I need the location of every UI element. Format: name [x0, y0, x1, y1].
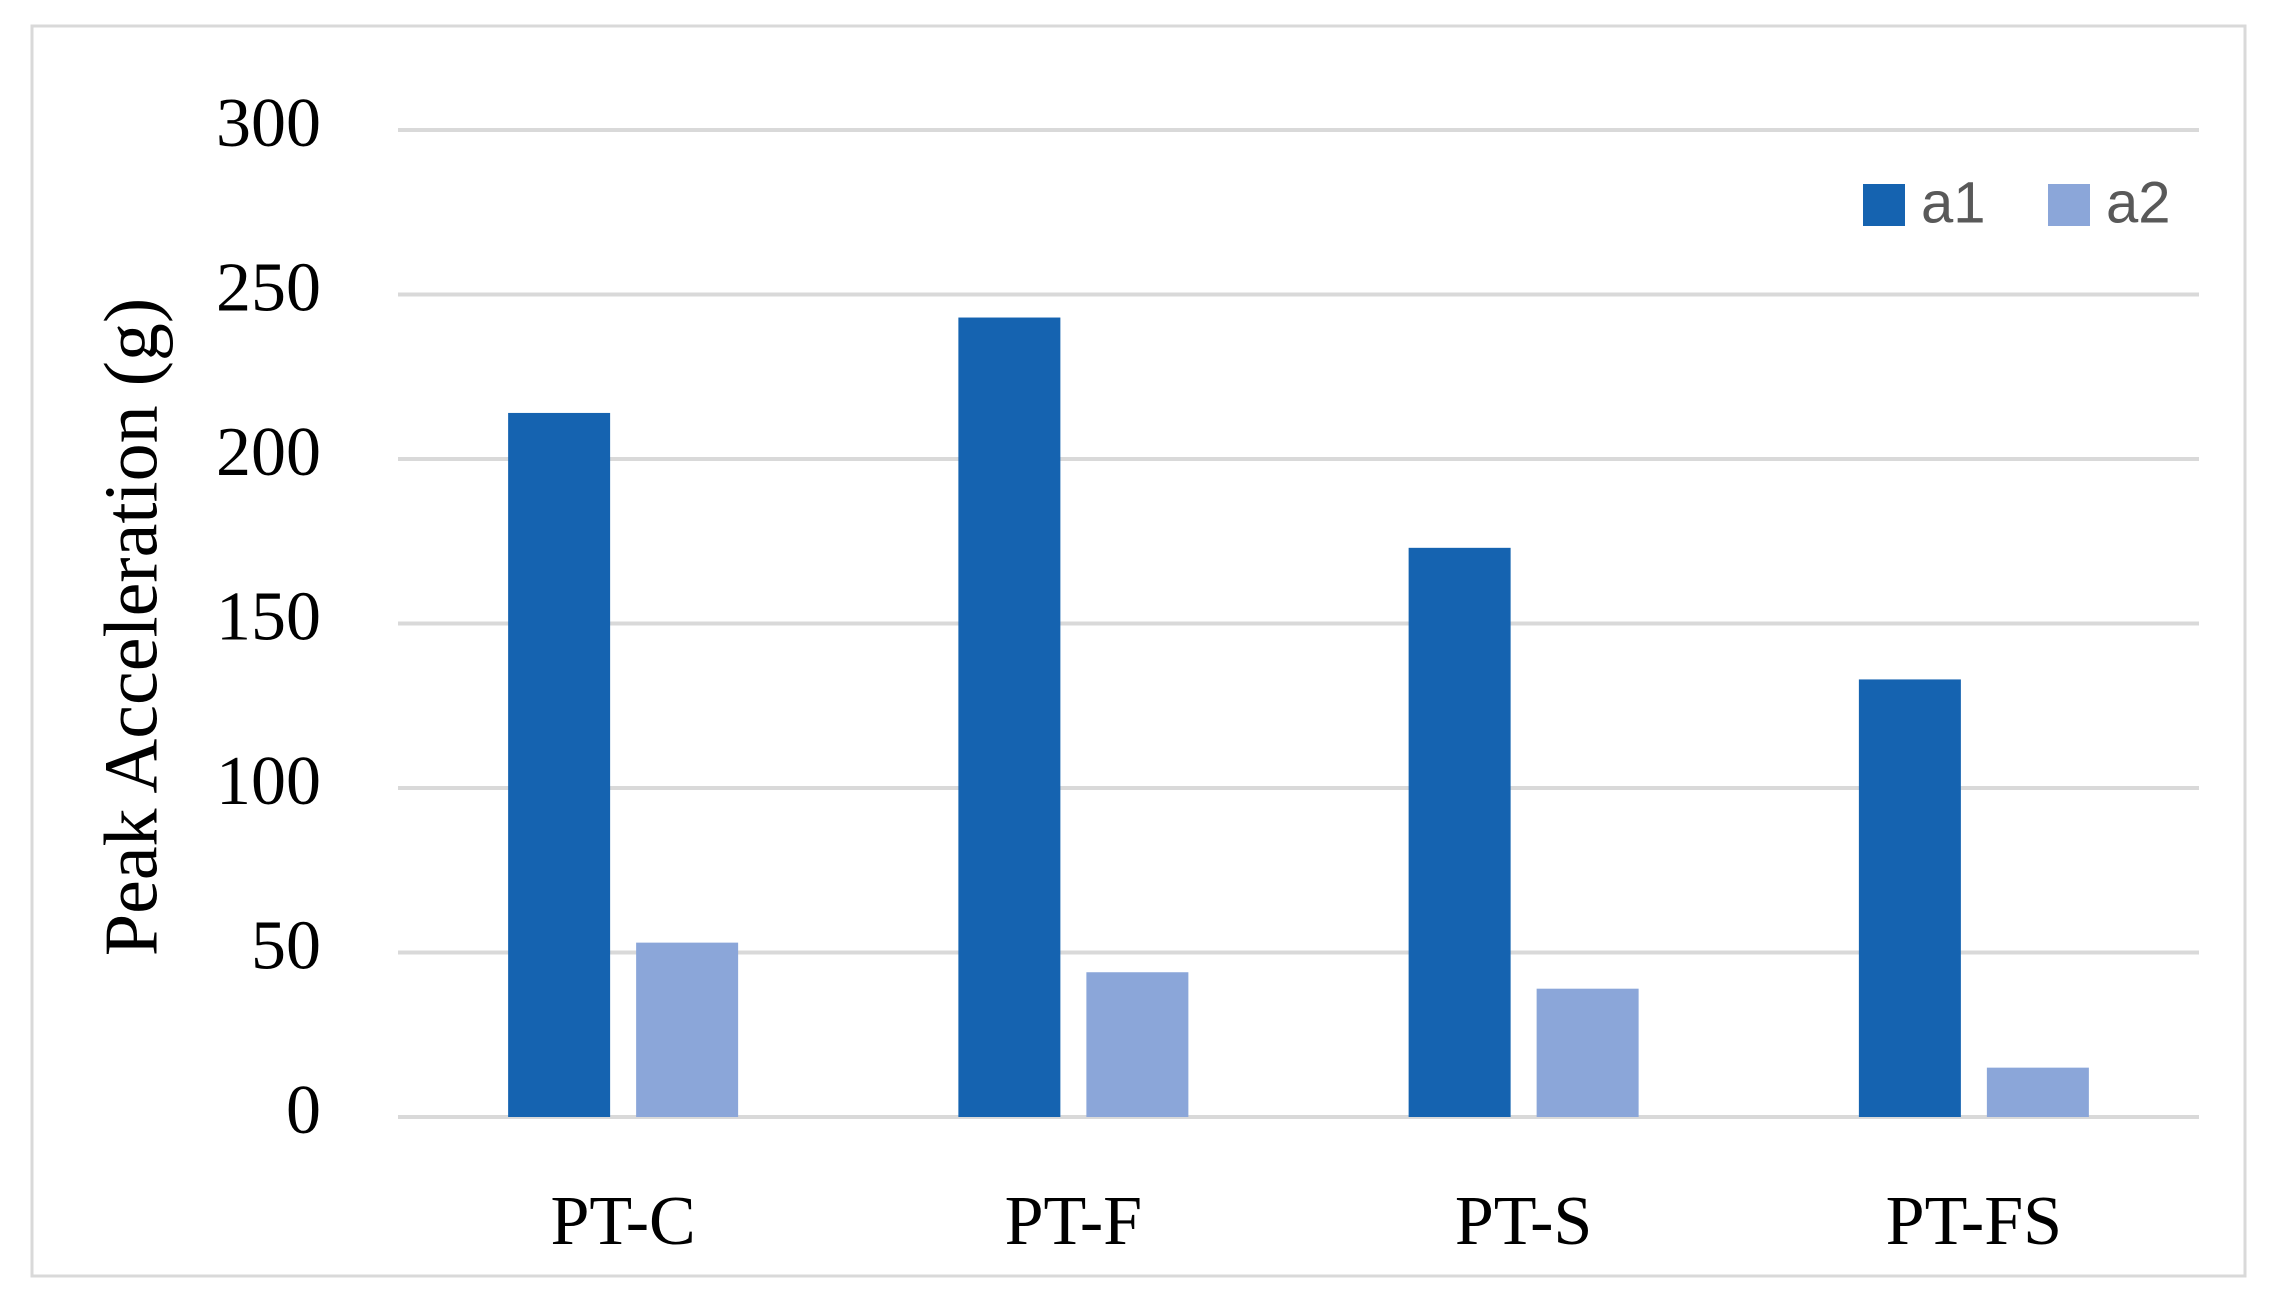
y-tick-label: 100	[216, 743, 321, 820]
bar	[1986, 1067, 2089, 1117]
bar	[636, 942, 739, 1117]
x-tick-label: PT-C	[550, 1183, 695, 1260]
y-tick-label: 200	[216, 414, 321, 491]
x-tick-label: PT-S	[1455, 1183, 1593, 1260]
y-tick-label: 300	[216, 85, 321, 162]
x-tick-label: PT-FS	[1886, 1183, 2062, 1260]
bar	[1086, 972, 1189, 1117]
bar	[1858, 679, 1961, 1117]
y-tick-label: 150	[216, 579, 321, 656]
bar	[1408, 547, 1511, 1117]
y-axis-title: Peak Acceleration (g)	[89, 298, 173, 956]
legend-swatch	[2048, 184, 2090, 226]
legend-label: a1	[1921, 170, 1986, 235]
x-tick-label: PT-F	[1005, 1183, 1143, 1260]
legend-swatch	[1863, 184, 1905, 226]
y-tick-label: 50	[251, 908, 321, 985]
legend-label: a2	[2106, 170, 2171, 235]
bar	[958, 317, 1061, 1117]
bar	[1536, 988, 1639, 1117]
y-tick-label: 0	[286, 1072, 321, 1149]
bar	[508, 412, 611, 1117]
y-tick-label: 250	[216, 250, 321, 327]
